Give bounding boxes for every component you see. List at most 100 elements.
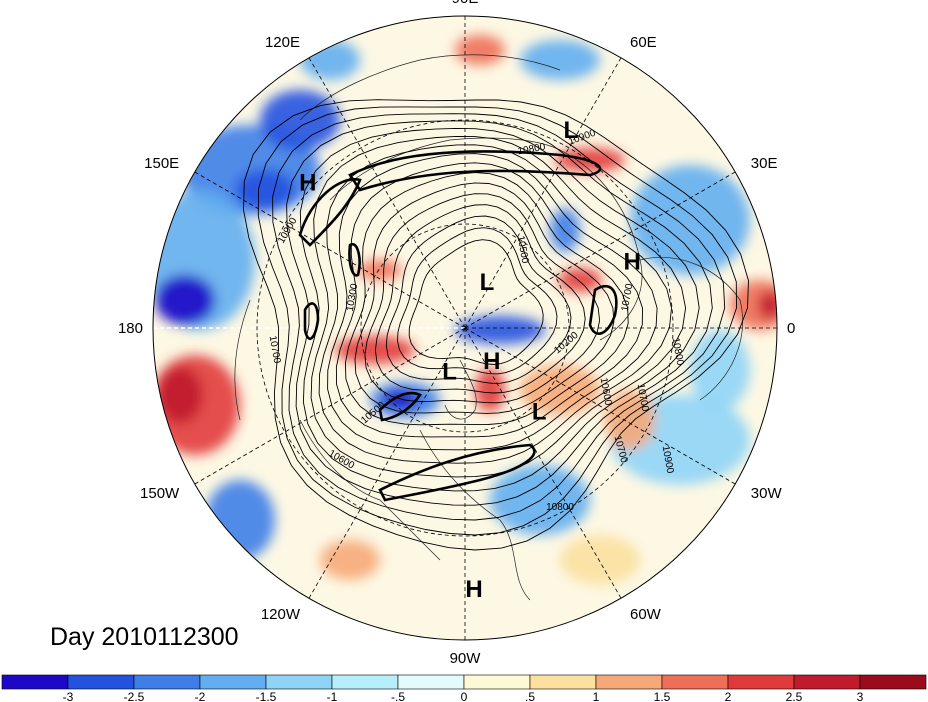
low-pressure-label: L xyxy=(480,269,495,296)
anomaly-blob xyxy=(300,40,360,80)
coastline xyxy=(234,299,251,421)
contour-label: 10900 xyxy=(660,445,676,475)
anomaly-blob xyxy=(455,316,545,344)
height-contour xyxy=(385,215,572,384)
contour-label: 10800 xyxy=(546,502,574,513)
longitude-label: 120E xyxy=(265,34,300,51)
height-contour xyxy=(299,127,700,492)
wind-contour xyxy=(378,391,422,422)
colorbar-tick-label: .5 xyxy=(525,690,535,702)
anomaly-blob xyxy=(605,390,655,450)
colorbar-tick-label: 1 xyxy=(593,690,600,702)
height-contour xyxy=(335,162,643,438)
wind-contour xyxy=(348,150,602,192)
longitude-label: 60E xyxy=(630,34,657,51)
colorbar-tick-label: 2 xyxy=(725,690,732,702)
anomaly-blob xyxy=(475,368,505,412)
wind-contour xyxy=(588,284,618,335)
colorbar-swatch xyxy=(397,674,465,690)
height-contour xyxy=(344,172,629,426)
colorbar-swatch xyxy=(463,674,531,690)
anomaly-blob xyxy=(155,275,215,325)
colorbar-swatch xyxy=(793,674,861,690)
longitude-label: 30E xyxy=(751,155,778,172)
height-contour xyxy=(327,153,658,451)
height-contour xyxy=(397,227,558,375)
low-pressure-label: L xyxy=(532,398,547,425)
high-pressure-label: H xyxy=(483,348,500,375)
contour-label: 10800 xyxy=(517,142,547,158)
anomaly-blob xyxy=(520,365,600,415)
longitude-label: 150W xyxy=(140,485,180,502)
wind-contour xyxy=(378,443,536,502)
meridian-line xyxy=(464,57,622,329)
colorbar-swatch xyxy=(595,674,663,690)
meridian-line xyxy=(464,327,622,599)
anomaly-blob xyxy=(158,367,202,423)
colorbar-tick-label: 1.5 xyxy=(654,690,671,702)
anomaly-blob xyxy=(520,40,600,80)
longitude-label: 150E xyxy=(144,155,179,172)
contour-label: 10800 xyxy=(670,337,686,367)
anomaly-blob xyxy=(358,260,402,280)
anomaly-blob xyxy=(758,291,777,319)
anomaly-blob xyxy=(550,208,580,252)
height-contour xyxy=(364,193,601,404)
height-contour xyxy=(408,239,544,365)
meridian-line xyxy=(308,327,466,599)
contour-label: 10700 xyxy=(267,335,283,365)
coastline xyxy=(419,429,531,601)
colorbar-swatch xyxy=(859,674,927,690)
longitude-label: 90E xyxy=(452,0,479,7)
meridian-line xyxy=(194,171,466,329)
wind-contour xyxy=(298,178,362,247)
colorbar-swatch xyxy=(67,674,135,690)
height-contour xyxy=(272,113,726,521)
anomaly-blob xyxy=(690,330,750,410)
colorbar-tick-label: -2 xyxy=(195,690,206,702)
height-contour xyxy=(257,106,737,536)
colorbar-tick-label: 0 xyxy=(461,690,468,702)
coastline xyxy=(639,257,743,401)
anomaly-blob xyxy=(235,170,295,210)
contour-label: 10500 xyxy=(515,235,531,265)
colorbar: -3 -2.5 -2 -1.5 -1 -.5 0 .5 1 1.5 2 2.5 3 xyxy=(1,674,927,702)
contour-label: 10300 xyxy=(345,282,361,312)
colorbar-swatch xyxy=(199,674,267,690)
longitude-label: 120W xyxy=(261,606,301,623)
wind-contours xyxy=(298,150,618,502)
high-pressure-label: H xyxy=(465,576,482,603)
meridian-line xyxy=(464,327,736,485)
height-contour xyxy=(354,182,615,414)
colorbar-swatch xyxy=(133,674,201,690)
coastline xyxy=(299,419,441,561)
wind-contour xyxy=(303,302,320,341)
longitude-label: 180 xyxy=(118,320,143,337)
coastlines xyxy=(234,54,743,601)
longitude-label: 30W xyxy=(751,485,783,502)
anomaly-blob xyxy=(455,35,505,65)
longitude-label: 90W xyxy=(450,650,482,667)
colorbar-swatch xyxy=(727,674,795,690)
height-contour xyxy=(243,99,749,551)
low-pressure-label: L xyxy=(442,358,457,385)
anomaly-blob xyxy=(382,390,418,410)
height-contour xyxy=(318,144,672,464)
colorbar-tick-label: -1 xyxy=(327,690,338,702)
low-pressure-label: L xyxy=(563,117,578,144)
height-contours xyxy=(243,99,749,551)
day-label: Day 2010112300 xyxy=(50,623,239,651)
longitude-label: 60W xyxy=(630,606,662,623)
coastline xyxy=(444,359,477,420)
coastline xyxy=(299,54,561,121)
latitude-circle xyxy=(256,119,674,537)
coastline xyxy=(329,137,561,201)
colorbar-tick-label: -2.5 xyxy=(124,690,145,702)
anomaly-blob xyxy=(560,535,640,585)
high-pressure-label: H xyxy=(299,169,316,196)
map-border xyxy=(152,15,778,641)
anomaly-blob xyxy=(205,480,275,560)
height-contour xyxy=(374,204,586,394)
